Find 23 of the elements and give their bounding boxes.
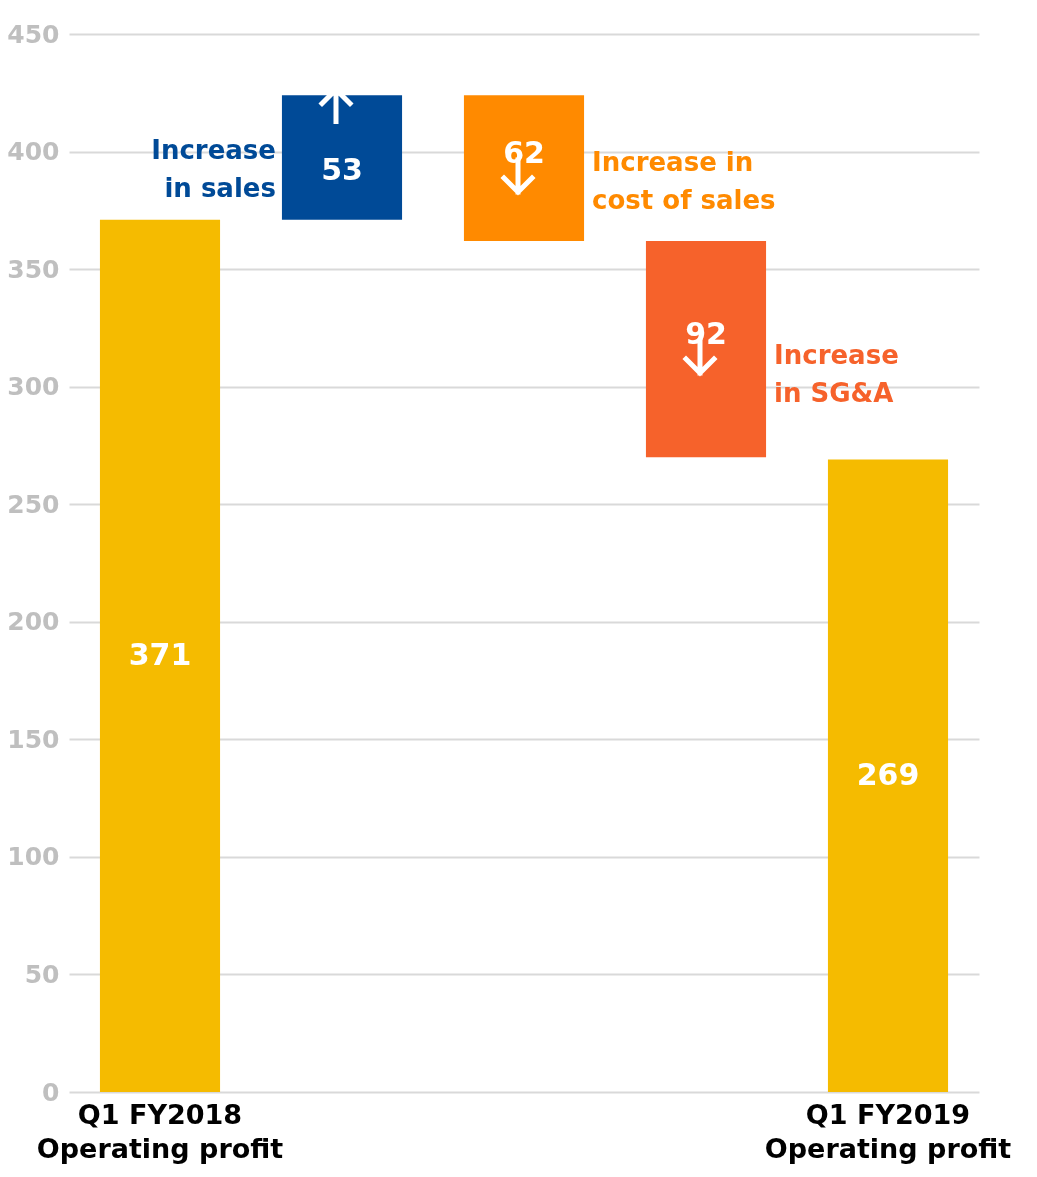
bar [99, 219, 221, 1092]
data-label: 53 [321, 152, 363, 188]
y-tick-label: 450 [7, 19, 60, 49]
bar [645, 240, 767, 458]
y-tick-label: 300 [7, 372, 60, 402]
y-tick-label: 400 [7, 137, 60, 167]
y-tick-label: 50 [24, 959, 60, 989]
y-tick-label: 100 [7, 842, 60, 872]
x-tick-label: Q1 FY2019 Operating profit [764, 1098, 1012, 1164]
bar [463, 95, 585, 241]
y-tick-label: 250 [7, 489, 60, 519]
y-tick-label: 150 [7, 724, 60, 754]
annotation: Increase in SG&A [774, 339, 899, 408]
y-tick-label: 200 [7, 607, 60, 637]
annotation: Increase in sales [151, 135, 276, 204]
bar [281, 95, 403, 220]
annotation: Increase in cost of sales [592, 147, 776, 216]
bar [827, 459, 949, 1092]
y-tick-label: 350 [7, 254, 60, 284]
data-label: 269 [856, 756, 920, 792]
data-label: 62 [503, 135, 545, 171]
data-label: 371 [128, 636, 192, 672]
data-label: 92 [685, 316, 727, 352]
